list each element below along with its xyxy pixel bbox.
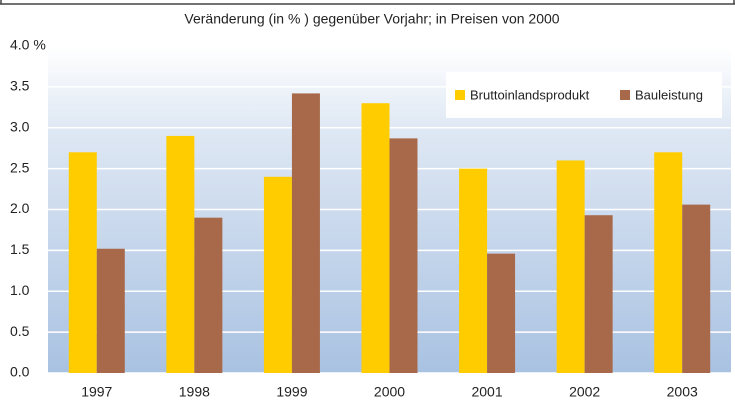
bar <box>459 168 488 373</box>
bar <box>361 103 390 373</box>
legend-label: Bruttoinlandsprodukt <box>470 87 590 102</box>
x-tick-label: 2002 <box>569 384 600 400</box>
x-tick-label: 2001 <box>471 384 502 400</box>
bar <box>682 204 711 373</box>
legend-swatch <box>620 90 630 100</box>
legend-label: Bauleistung <box>635 87 703 102</box>
bar <box>291 93 320 373</box>
bar <box>487 253 516 373</box>
bar <box>263 176 292 373</box>
y-tick-label: 1.0 <box>10 282 30 298</box>
y-tick-label: 0.0 <box>10 364 30 380</box>
legend: Bruttoinlandsprodukt Bauleistung <box>446 72 722 118</box>
y-tick-label: 4.0 % <box>10 37 46 53</box>
bar <box>584 215 613 373</box>
x-tick-label: 2000 <box>374 384 405 400</box>
y-tick-label: 3.5 <box>10 78 30 94</box>
y-tick-label: 0.5 <box>10 323 30 339</box>
bar <box>166 135 195 373</box>
bar <box>556 160 585 373</box>
bar <box>194 217 223 373</box>
marks: 0.0 0.5 1.0 1.5 2.0 2.5 3.0 3.5 4.0 % 1997 1998 199… <box>10 37 731 400</box>
bar <box>96 248 125 373</box>
bar <box>68 152 97 373</box>
bar <box>654 152 683 373</box>
y-tick-label: 1.5 <box>10 241 30 257</box>
x-tick-label: 1998 <box>179 384 210 400</box>
x-tick-label: 2003 <box>667 384 698 400</box>
y-tick-label: 3.0 <box>10 118 30 134</box>
x-tick-label: 1997 <box>81 384 112 400</box>
x-tick-label: 1999 <box>276 384 307 400</box>
legend-swatch <box>455 90 465 100</box>
y-tick-label: 2.0 <box>10 200 30 216</box>
bar <box>389 138 418 373</box>
legend-box <box>446 72 722 118</box>
y-tick-label: 2.5 <box>10 159 30 175</box>
chart-title: Veränderung (in % ) gegenüber Vorjahr; i… <box>184 11 559 27</box>
